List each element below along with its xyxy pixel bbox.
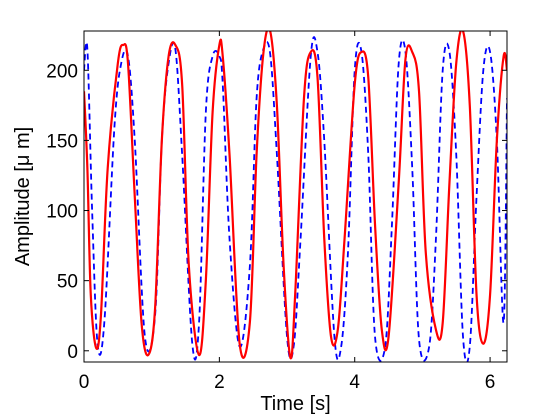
x-tick-label: 4 bbox=[349, 372, 360, 393]
tick-layer: 0 2 4 6 0 50 100 150 200 bbox=[46, 31, 507, 393]
series-line-dashed-blue bbox=[84, 36, 507, 362]
series-line-solid-red bbox=[84, 31, 507, 360]
y-tick-label: 200 bbox=[46, 61, 78, 82]
y-axis-title: Amplitude [μ m] bbox=[12, 127, 34, 266]
y-tick-label: 150 bbox=[46, 131, 78, 152]
x-tick-label: 2 bbox=[214, 372, 225, 393]
series-layer bbox=[84, 31, 507, 362]
y-tick-label: 100 bbox=[46, 202, 78, 223]
x-axis-title: Time [s] bbox=[260, 393, 330, 415]
plot-frame bbox=[83, 30, 508, 363]
y-tick-label: 0 bbox=[67, 342, 78, 363]
x-tick-label: 0 bbox=[79, 372, 90, 393]
y-tick-label: 50 bbox=[57, 272, 78, 293]
x-tick-label: 6 bbox=[485, 372, 496, 393]
